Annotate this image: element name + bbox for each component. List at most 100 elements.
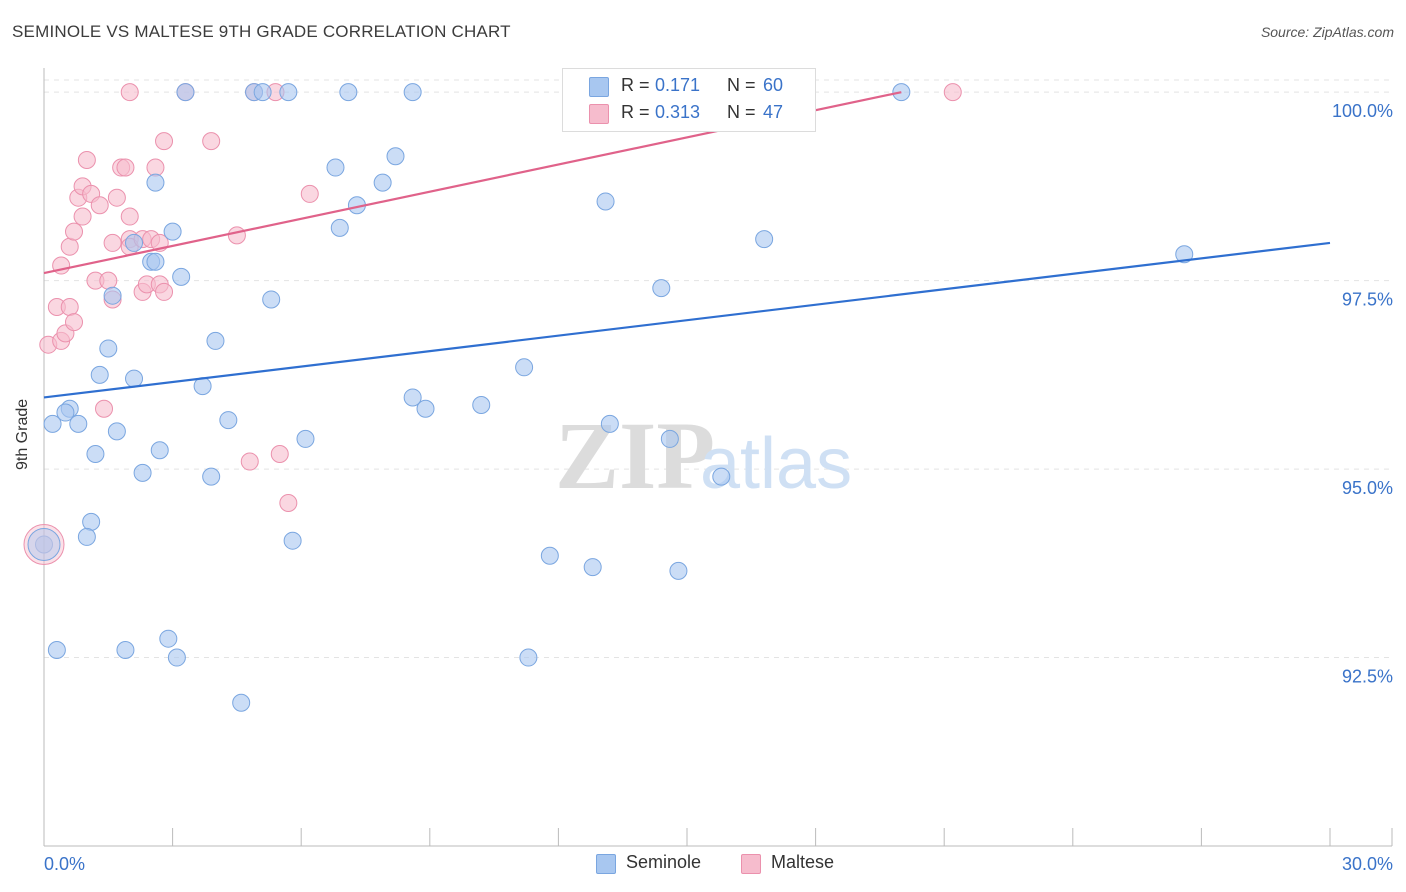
seminole-point — [125, 233, 144, 252]
seminole-point — [669, 561, 688, 580]
seminole-point — [600, 414, 619, 433]
seminole-point — [172, 267, 191, 286]
watermark-zip: ZIP — [555, 402, 715, 509]
maltese-point — [155, 132, 174, 151]
y-axis-label: 9th Grade — [14, 398, 31, 470]
maltese-point — [60, 237, 79, 256]
maltese-point — [60, 298, 79, 316]
maltese-legend-swatch — [741, 854, 761, 874]
maltese-point — [120, 83, 139, 102]
seminole-point — [755, 230, 774, 249]
seminole-point — [103, 286, 122, 305]
maltese-point — [65, 313, 84, 332]
maltese-point — [95, 399, 114, 418]
seminole-point — [69, 414, 88, 433]
chart-source: Source: ZipAtlas.com — [1260, 24, 1394, 40]
seminole-point — [77, 527, 96, 546]
seminole-point — [146, 173, 165, 192]
seminole-legend-label: Seminole — [626, 852, 702, 872]
legend-n-label: N = — [727, 102, 756, 122]
seminole-point — [330, 218, 349, 237]
seminole-point — [47, 641, 66, 659]
maltese-point — [116, 158, 135, 177]
axes — [43, 68, 1393, 847]
seminole-point — [206, 331, 225, 350]
maltese-point — [120, 207, 139, 226]
seminole-point — [167, 648, 186, 667]
legend-n-value-seminole: 60 — [763, 75, 784, 95]
maltese-point — [77, 151, 96, 169]
seminole-point — [403, 388, 422, 407]
y-tick-label: 95.0% — [1342, 478, 1393, 498]
seminole-point — [116, 641, 135, 659]
seminole-point — [253, 83, 272, 102]
seminole-point — [82, 512, 101, 531]
seminole-point — [596, 192, 615, 211]
legend-n-value-maltese: 47 — [763, 102, 784, 122]
seminole-point — [283, 531, 302, 550]
seminole-point — [519, 648, 538, 667]
seminole-point — [296, 429, 315, 448]
legend-r-label: R = — [621, 75, 650, 95]
stats-legend: R = 0.171 N = 60 R = 0.313 N = 47 — [562, 68, 816, 132]
seminole-legend-swatch — [596, 854, 616, 874]
seminole-point — [472, 396, 491, 414]
x-tick-label: 30.0% — [1342, 854, 1393, 874]
seminole-point — [232, 693, 251, 712]
maltese-point — [279, 494, 298, 512]
seminole-point — [86, 445, 105, 463]
maltese-point — [155, 282, 174, 301]
seminole-point — [35, 535, 53, 554]
seminole-point — [56, 403, 75, 422]
legend-r-value-seminole: 0.171 — [655, 75, 701, 95]
seminole-point — [146, 252, 165, 271]
seminole-point — [326, 158, 345, 177]
seminole-point — [163, 222, 182, 241]
maltese-point — [90, 196, 109, 215]
maltese-point — [240, 452, 259, 471]
seminole-point — [515, 358, 534, 377]
maltese-point — [146, 158, 165, 177]
legend-r-value-maltese: 0.313 — [655, 102, 701, 122]
grid-lines — [44, 79, 1390, 659]
seminole-point — [279, 83, 298, 102]
seminole-point — [219, 411, 238, 430]
seminole-point — [176, 83, 195, 102]
seminole-trend-line — [43, 241, 1331, 399]
legend-r-label: R = — [621, 102, 650, 122]
seminole-point — [133, 463, 152, 482]
seminole-point — [150, 441, 169, 460]
seminole-point — [1175, 245, 1194, 264]
maltese-point — [65, 222, 84, 241]
y-tick-label: 92.5% — [1342, 667, 1393, 687]
maltese-point — [943, 83, 962, 102]
seminole-point — [125, 369, 144, 388]
seminole-point — [159, 629, 178, 648]
watermark-atlas: atlas — [700, 424, 852, 504]
seminole-point — [540, 546, 559, 565]
maltese-point — [202, 132, 221, 151]
maltese-point — [270, 445, 289, 463]
maltese-point — [99, 271, 118, 290]
maltese-point — [73, 207, 92, 226]
seminole-point — [373, 173, 392, 192]
y-tick-label: 100.0% — [1332, 101, 1393, 121]
x-tick-label: 0.0% — [44, 854, 85, 874]
seminole-point — [583, 558, 602, 577]
seminole-point — [202, 467, 221, 486]
seminole-point — [262, 290, 281, 309]
seminole-point — [416, 399, 435, 418]
maltese-legend-label: Maltese — [771, 852, 835, 872]
maltese-point — [227, 226, 246, 245]
seminole-point — [660, 429, 679, 448]
seminole-point — [386, 147, 405, 166]
chart-title: SEMINOLE VS MALTESE 9TH GRADE CORRELATIO… — [12, 22, 511, 41]
seminole-point — [27, 527, 61, 561]
seminole-point — [339, 83, 358, 102]
maltese-point — [300, 184, 319, 203]
seminole-point — [712, 467, 731, 486]
legend-n-label: N = — [727, 75, 756, 95]
seminole-point — [107, 422, 126, 441]
seminole-point — [99, 339, 118, 358]
